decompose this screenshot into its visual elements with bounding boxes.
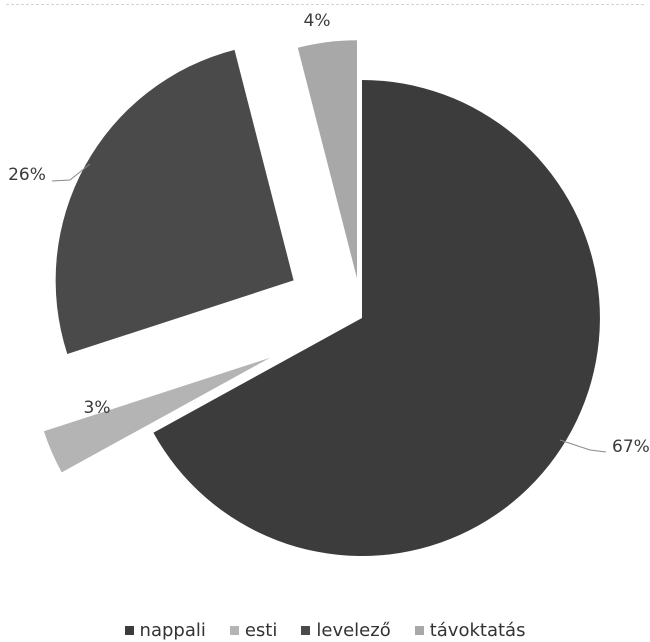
legend-swatch-tavoktatas: [414, 626, 424, 635]
leader-line-nappali: [559, 439, 607, 453]
data-label-tavoktatas: 4%: [304, 11, 331, 31]
data-label-nappali: 67%: [612, 437, 650, 457]
legend-swatch-levelezo: [301, 626, 311, 635]
legend-label-tavoktatas: távoktatás: [429, 620, 526, 641]
pie-slices: [43, 40, 600, 556]
pie-slice-tavoktatas: [297, 40, 357, 279]
data-label-esti: 3%: [84, 398, 111, 418]
pie-slice-esti: [43, 357, 271, 473]
leader-line-levelezo: [51, 163, 91, 182]
legend-label-esti: esti: [244, 620, 278, 641]
legend-swatch-esti: [229, 626, 239, 635]
data-labels: 67% 3% 26% 4%: [8, 11, 650, 457]
pie-slice-nappali: [153, 80, 600, 556]
scan-edge-rule: [6, 4, 644, 5]
legend-label-levelezo: levelező: [316, 620, 391, 641]
legend-swatch-nappali: [124, 626, 134, 635]
legend-item-tavoktatas: távoktatás: [414, 620, 526, 641]
legend-item-levelezo: levelező: [301, 620, 391, 641]
pie-slice-levelezo: [55, 49, 294, 355]
chart-legend: nappali esti levelező távoktatás: [0, 620, 650, 641]
data-label-levelezo: 26%: [8, 165, 46, 185]
legend-item-esti: esti: [229, 620, 278, 641]
legend-item-nappali: nappali: [124, 620, 206, 641]
label-leaders: [51, 163, 607, 453]
legend-label-nappali: nappali: [139, 620, 206, 641]
